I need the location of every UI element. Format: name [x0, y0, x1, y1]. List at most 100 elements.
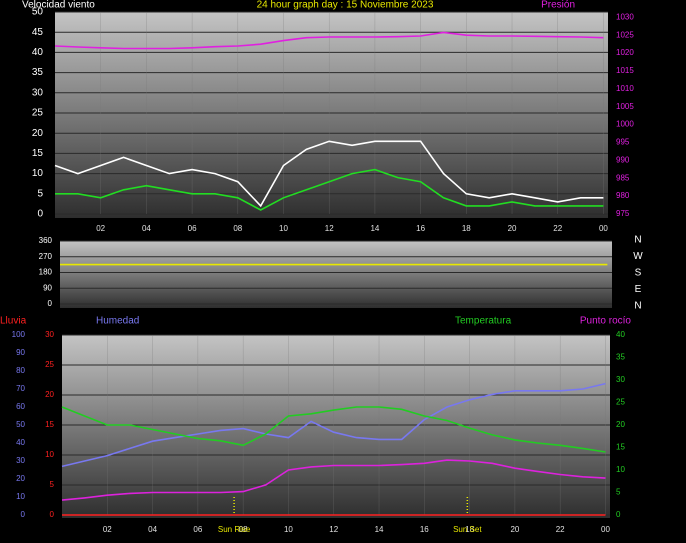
sun-label: Sun Set: [453, 525, 482, 534]
y-tick-label: 0: [50, 510, 55, 519]
y-tick-label: 10: [45, 450, 54, 459]
x-tick-label: 22: [553, 224, 562, 233]
x-tick-label: 08: [233, 224, 242, 233]
y-tick-label: 25: [32, 108, 44, 119]
y-tick-label: 50: [32, 7, 44, 18]
label: Velocidad viento: [22, 0, 95, 11]
y-tick-label: 60: [16, 402, 25, 411]
x-tick-label: 14: [370, 224, 379, 233]
x-tick-label: 00: [601, 525, 610, 534]
legend-label: Punto rocío: [580, 316, 632, 327]
x-tick-label: 18: [462, 224, 471, 233]
legend-label: Humedad: [96, 316, 139, 327]
x-tick-label: 22: [556, 525, 565, 534]
y-tick-label: 995: [616, 138, 630, 147]
compass-label: S: [635, 268, 642, 279]
y-tick-label: 1025: [616, 30, 634, 39]
y-tick-label: 0: [48, 299, 53, 308]
x-tick-label: 08: [239, 525, 248, 534]
y-tick-label: 20: [616, 420, 625, 429]
y-tick-label: 90: [16, 348, 25, 357]
y-tick-label: 10: [16, 492, 25, 501]
y-tick-label: 40: [616, 330, 625, 339]
x-tick-label: 10: [279, 224, 288, 233]
y-tick-label: 30: [616, 375, 625, 384]
y-tick-label: 980: [616, 191, 630, 200]
legend-label: Lluvia: [0, 316, 27, 327]
y-tick-label: 35: [616, 353, 625, 362]
y-tick-label: 20: [45, 390, 54, 399]
compass-label: E: [635, 284, 642, 295]
y-tick-label: 5: [616, 488, 621, 497]
y-tick-label: 30: [45, 330, 54, 339]
x-tick-label: 10: [284, 525, 293, 534]
x-tick-label: 16: [420, 525, 429, 534]
y-tick-label: 1030: [616, 12, 634, 21]
y-tick-label: 15: [45, 420, 54, 429]
y-tick-label: 15: [616, 443, 625, 452]
x-tick-label: 20: [508, 224, 517, 233]
y-tick-label: 1020: [616, 48, 634, 57]
x-tick-label: 16: [416, 224, 425, 233]
compass-label: N: [634, 235, 641, 246]
x-tick-label: 04: [148, 525, 157, 534]
y-tick-label: 45: [32, 27, 44, 38]
x-tick-label: 14: [375, 525, 384, 534]
x-tick-label: 20: [510, 525, 519, 534]
label: Presión: [541, 0, 575, 11]
y-tick-label: 985: [616, 173, 630, 182]
series-line: [61, 406, 606, 453]
y-tick-label: 990: [616, 155, 630, 164]
y-tick-label: 1010: [616, 84, 634, 93]
y-tick-label: 5: [50, 480, 55, 489]
y-tick-label: 80: [16, 366, 25, 375]
x-tick-label: 02: [96, 224, 105, 233]
y-tick-label: 30: [16, 456, 25, 465]
series-line: [54, 31, 604, 50]
y-tick-label: 1000: [616, 120, 634, 129]
y-tick-label: 10: [32, 168, 44, 179]
y-tick-label: 40: [32, 47, 44, 58]
series-line: [61, 382, 606, 468]
x-tick-label: 18: [465, 525, 474, 534]
y-tick-label: 1015: [616, 66, 634, 75]
x-tick-label: 12: [325, 224, 334, 233]
legend-label: Temperatura: [455, 316, 512, 327]
y-tick-label: 180: [39, 268, 53, 277]
y-tick-label: 40: [16, 438, 25, 447]
x-tick-label: 06: [193, 525, 202, 534]
y-tick-label: 25: [616, 398, 625, 407]
series-line: [61, 459, 606, 501]
compass-label: W: [633, 251, 643, 262]
y-tick-label: 20: [16, 474, 25, 483]
series-line: [55, 168, 604, 211]
x-tick-label: 04: [142, 224, 151, 233]
y-tick-label: 20: [32, 128, 44, 139]
y-tick-label: 975: [616, 209, 630, 218]
y-tick-label: 100: [12, 330, 26, 339]
y-tick-label: 90: [43, 283, 52, 292]
y-tick-label: 360: [39, 236, 53, 245]
y-tick-label: 15: [32, 148, 44, 159]
y-tick-label: 25: [45, 360, 54, 369]
sun-label: Sun Rise: [218, 525, 251, 534]
y-tick-label: 30: [32, 87, 44, 98]
y-tick-label: 35: [32, 67, 44, 78]
y-tick-label: 70: [16, 384, 25, 393]
x-tick-label: 02: [103, 525, 112, 534]
y-tick-label: 5: [37, 188, 43, 199]
y-tick-label: 1005: [616, 102, 634, 111]
label: 24 hour graph day : 15 Noviembre 2023: [257, 0, 434, 11]
y-tick-label: 0: [37, 209, 43, 220]
y-tick-label: 50: [16, 420, 25, 429]
x-tick-label: 06: [188, 224, 197, 233]
panel-wind-bg: [55, 12, 608, 218]
y-tick-label: 0: [21, 510, 26, 519]
x-tick-label: 12: [329, 525, 338, 534]
x-tick-label: 00: [599, 224, 608, 233]
y-tick-label: 0: [616, 510, 621, 519]
y-tick-label: 270: [39, 252, 53, 261]
y-tick-label: 10: [616, 465, 625, 474]
compass-label: N: [634, 301, 641, 312]
